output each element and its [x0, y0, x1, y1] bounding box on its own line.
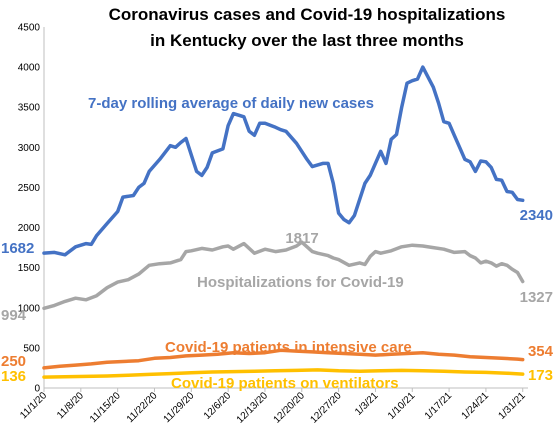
y-tick-label: 500 [23, 343, 40, 354]
series-end-label-0: 2340 [520, 207, 553, 224]
series-line-1 [42, 240, 525, 311]
series-start-label-1: 994 [1, 307, 27, 324]
series-end-label-1: 1327 [520, 289, 553, 306]
y-tick-label: 3500 [18, 103, 41, 114]
x-tick-label: 11/15/20 [88, 390, 123, 425]
y-tick-label: 2500 [18, 183, 41, 194]
x-tick-label: 12/27/20 [308, 390, 344, 426]
series-line-0 [42, 65, 525, 257]
y-tick-label: 0 [34, 384, 40, 395]
series-line-3 [42, 368, 525, 379]
y-tick-label: 1000 [18, 303, 41, 314]
x-tick-label: 1/24/21 [460, 390, 492, 422]
y-tick-label: 1500 [18, 263, 41, 274]
x-tick-label: 1/3/21 [353, 390, 381, 418]
series-start-label-2: 250 [1, 353, 26, 370]
y-tick-label: 3000 [18, 143, 41, 154]
x-tick-label: 12/20/20 [272, 390, 308, 426]
y-tick-label: 4000 [18, 63, 41, 74]
series-start-label-3: 136 [1, 368, 26, 385]
x-tick-label: 11/8/20 [55, 390, 86, 421]
series-line-2 [42, 348, 525, 370]
chart-title-line-2: in Kentucky over the last three months [150, 31, 464, 50]
series-start-label-0: 1682 [1, 240, 34, 257]
x-tick-label: 1/17/21 [423, 390, 455, 422]
series-label-3: Covid-19 patients on ventilators [171, 375, 399, 392]
x-tick-label: 12/6/20 [202, 390, 234, 422]
x-tick-label: 12/13/20 [235, 390, 271, 426]
x-tick-label: 1/31/21 [496, 390, 528, 422]
series-label-2: Covid-19 patients in intensive care [165, 339, 412, 356]
chart-title-line-1: Coronavirus cases and Covid-19 hospitali… [108, 5, 506, 24]
y-tick-label: 2000 [18, 223, 41, 234]
x-tick-label: 11/22/20 [125, 390, 160, 425]
series-label-0: 7-day rolling average of daily new cases [88, 95, 374, 112]
series-end-label-2: 354 [528, 343, 554, 360]
x-tick-label: 1/10/21 [386, 390, 418, 422]
series-label-1: Hospitalizations for Covid-19 [197, 274, 404, 291]
series-peak-label-1: 1817 [285, 230, 318, 247]
x-tick-label: 11/29/20 [162, 390, 197, 425]
x-tick-label: 11/1/20 [18, 390, 49, 421]
y-tick-label: 4500 [18, 23, 41, 34]
series-end-label-3: 173 [528, 367, 553, 384]
